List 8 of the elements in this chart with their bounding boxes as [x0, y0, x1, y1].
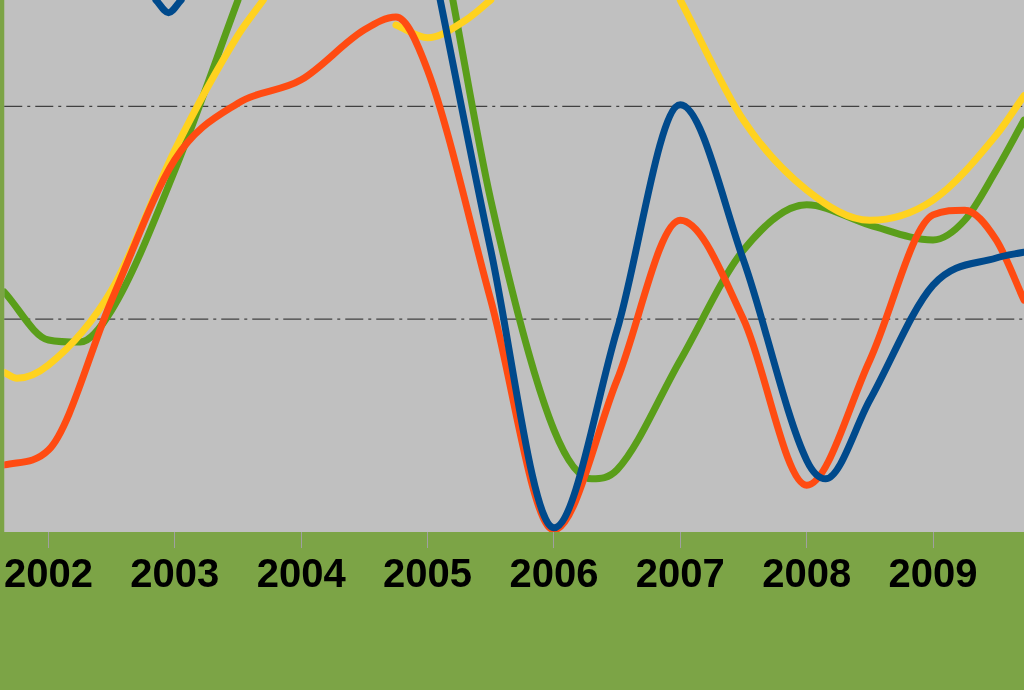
x-tick-label: 2002	[4, 551, 93, 596]
x-tick-label: 2007	[635, 551, 725, 596]
x-tick-label: 2008	[762, 551, 852, 596]
x-tick-label: 2006	[509, 551, 599, 596]
x-tick-label: 2009	[888, 551, 978, 596]
x-tick-label: 2004	[256, 551, 347, 596]
x-tick-label: 2003	[130, 551, 220, 596]
x-tick-label: 2005	[383, 551, 473, 596]
